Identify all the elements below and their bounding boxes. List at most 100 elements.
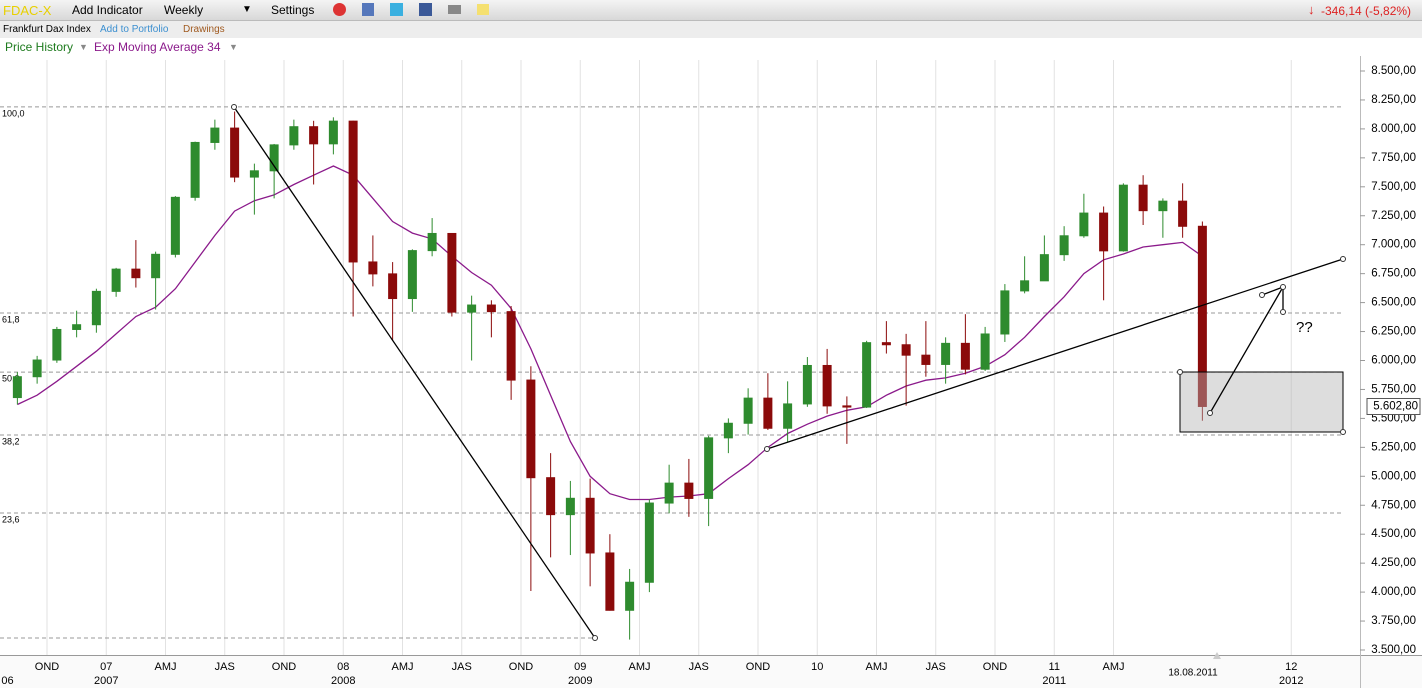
candle-body — [684, 482, 694, 499]
y-tick-label: 3.750,00 — [1371, 615, 1416, 627]
drawing-handle — [1340, 429, 1346, 435]
y-tick-label: 5.250,00 — [1371, 441, 1416, 453]
candle-body — [506, 311, 516, 381]
y-tick-label: 4.250,00 — [1371, 557, 1416, 569]
candle-body — [269, 144, 279, 172]
twitter-icon[interactable] — [390, 3, 403, 16]
legend-entry[interactable]: Price History — [5, 40, 74, 54]
y-tick-label: 8.250,00 — [1371, 94, 1416, 106]
legend-entry[interactable]: Exp Moving Average 34 — [94, 40, 221, 54]
y-tick-label: 6.250,00 — [1371, 326, 1416, 338]
candle-body — [664, 482, 674, 504]
interval[interactable]: Weekly — [164, 3, 204, 17]
x-tick-label: 10 — [811, 661, 823, 673]
drawing-line — [233, 106, 596, 639]
drawing-handle — [1280, 309, 1286, 315]
x-tick-label: AMJ — [392, 661, 414, 673]
candle-body — [960, 342, 970, 370]
x-tick-label: OND — [509, 661, 534, 673]
alarm-icon[interactable] — [333, 3, 346, 16]
x-tick-label: OND — [746, 661, 771, 673]
drawing-handle — [592, 635, 598, 641]
candle-body — [1039, 254, 1049, 282]
dropdown-arrow[interactable]: ▼ — [242, 4, 252, 15]
y-tick-label: 6.000,00 — [1371, 355, 1416, 367]
x-tick-label: JAS — [452, 661, 472, 673]
y-tick-label: 4.750,00 — [1371, 499, 1416, 511]
instrument: Frankfurt Dax Index — [3, 24, 91, 35]
legend-arrow[interactable]: ▼ — [79, 42, 88, 52]
ema-line — [17, 165, 1203, 501]
drawings[interactable]: Drawings — [183, 24, 225, 35]
candle-body — [704, 437, 714, 499]
candle-body — [881, 342, 891, 346]
x-tick-label: 07 — [100, 661, 112, 673]
x-tick-label: OND — [272, 661, 297, 673]
y-tick-label: 7.750,00 — [1371, 152, 1416, 164]
candle-body — [723, 422, 733, 439]
drawing-handle — [1177, 369, 1183, 375]
drawing-box — [1179, 371, 1344, 433]
add-to-portfolio[interactable]: Add to Portfolio — [100, 24, 169, 35]
drawing-line — [1261, 286, 1284, 296]
candle-body — [328, 120, 338, 145]
down-arrow: ↓ — [1308, 2, 1315, 17]
candle-body — [447, 232, 457, 313]
candle-body — [763, 397, 773, 429]
fib-label: 100,0 — [2, 108, 25, 118]
candle-body — [546, 477, 556, 516]
facebook-icon[interactable] — [419, 3, 432, 16]
camera-icon[interactable] — [448, 5, 461, 14]
add-indicator[interactable]: Add Indicator — [72, 3, 143, 17]
drawing-handle — [1259, 292, 1265, 298]
drawing-handle — [1340, 256, 1346, 262]
candle-body — [822, 364, 832, 407]
marker-triangle — [1213, 652, 1221, 659]
x-year-label: 2008 — [331, 675, 355, 687]
x-tick-label: AMJ — [155, 661, 177, 673]
candle-body — [802, 364, 812, 405]
book-icon[interactable] — [362, 3, 374, 16]
date-label: 18.08.2011 — [1168, 668, 1218, 679]
x-tick-label: 09 — [574, 661, 586, 673]
candle-body — [32, 359, 42, 378]
candle-body — [91, 290, 101, 326]
candle-body — [131, 268, 141, 279]
candle-body — [12, 376, 22, 399]
chart: OND 07 AMJ JAS OND 08 AMJ JAS OND 09 AMJ JAS OND 10 AM… — [0, 56, 1422, 688]
last-price-box — [1366, 397, 1421, 415]
y-tick-label: 5.500,00 — [1371, 412, 1416, 424]
candle-body — [72, 324, 82, 330]
candle-body — [605, 552, 615, 611]
y-tick-label: 3.500,00 — [1371, 644, 1416, 656]
subbar: Frankfurt Dax Index Add to Portfolio Dra… — [0, 21, 1422, 38]
candle-body — [1059, 235, 1069, 256]
note-icon[interactable] — [477, 4, 489, 15]
x-tick-label: AMJ — [866, 661, 888, 673]
x-tick-label: JAS — [689, 661, 709, 673]
x-year-label: 2009 — [568, 675, 592, 687]
x-tick-label: JAS — [215, 661, 235, 673]
legend-arrow[interactable]: ▼ — [229, 42, 238, 52]
y-tick-label: 7.000,00 — [1371, 239, 1416, 251]
candle-body — [427, 232, 437, 252]
candle-body — [526, 379, 536, 479]
x-axis-area — [0, 655, 1422, 688]
drawing-handle — [1207, 410, 1213, 416]
fib-label: 38,2 — [2, 436, 20, 446]
symbol[interactable]: FDAC-X — [3, 3, 52, 18]
candle-body — [170, 196, 180, 255]
x-tick-label: 11 — [1049, 661, 1060, 673]
x-tick-label: OND — [983, 661, 1008, 673]
candle-body — [585, 497, 595, 554]
drawing-handle — [764, 446, 770, 452]
drawing-handle — [231, 104, 237, 110]
fib-label: 50,0 — [2, 373, 20, 383]
candle-body — [368, 261, 378, 275]
candle-body — [783, 403, 793, 429]
candle-body — [862, 342, 872, 408]
settings[interactable]: Settings — [271, 3, 315, 17]
x-tick-label: OND — [35, 661, 60, 673]
candle-body — [486, 304, 496, 313]
